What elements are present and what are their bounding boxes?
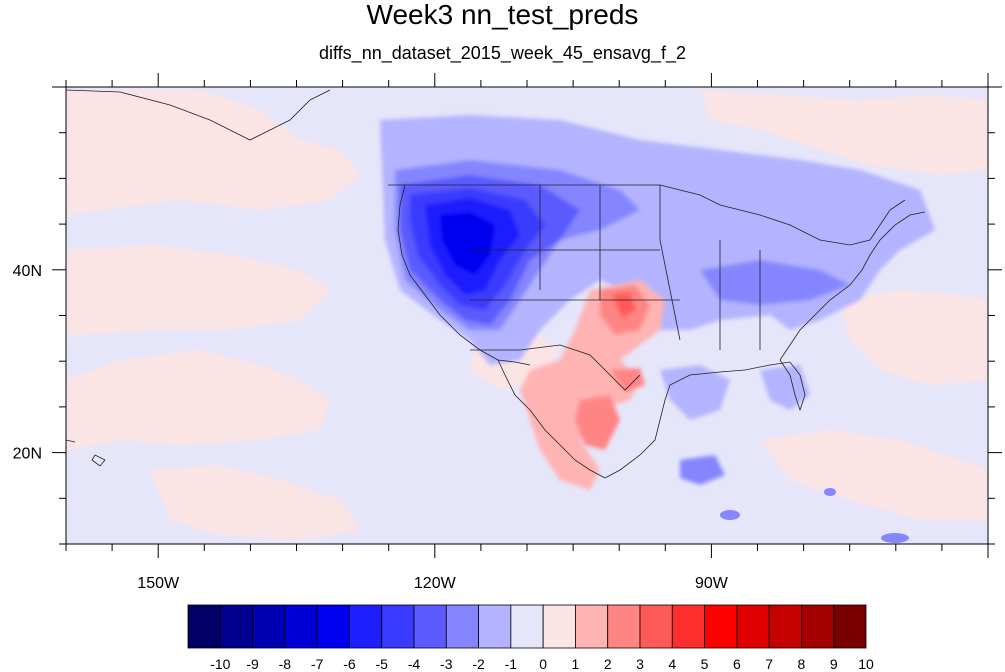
colorbar-label: 3 xyxy=(636,656,644,672)
colorbar-swatch xyxy=(445,604,479,649)
colorbar-swatch xyxy=(639,604,673,649)
positive-anomaly-region xyxy=(520,280,665,490)
colorbar-swatch xyxy=(510,604,544,649)
colorbar-label: 8 xyxy=(798,656,806,672)
colorbar-label: -2 xyxy=(472,656,485,672)
lon-tick-label: 150W xyxy=(137,575,180,592)
colorbar-label: 5 xyxy=(701,656,709,672)
colorbar-label: 4 xyxy=(668,656,676,672)
colorbar-label: -9 xyxy=(246,656,259,672)
small-negative-cells xyxy=(720,488,909,543)
colorbar-label: -6 xyxy=(343,656,356,672)
colorbar-label: 9 xyxy=(830,656,838,672)
colorbar-swatch xyxy=(671,604,705,649)
pink-patches xyxy=(66,90,988,540)
map-subtitle: diffs_nn_dataset_2015_week_45_ensavg_f_2 xyxy=(319,43,686,63)
colorbar-swatch xyxy=(316,604,350,649)
colorbar-swatch xyxy=(219,604,253,649)
colorbar-label: -3 xyxy=(440,656,453,672)
colorbar-swatch xyxy=(768,604,802,649)
colorbar-label: -10 xyxy=(210,656,230,672)
colorbar-swatch xyxy=(736,604,770,649)
colorbar-swatch xyxy=(704,604,738,649)
colorbar-label: -4 xyxy=(408,656,421,672)
colorbar-swatch xyxy=(381,604,415,649)
colorbar-label: -1 xyxy=(505,656,518,672)
colorbar-swatch xyxy=(478,604,512,649)
colorbar-label: -5 xyxy=(375,656,388,672)
colorbar-label: 0 xyxy=(539,656,547,672)
colorbar-swatch xyxy=(284,604,318,649)
colorbar-label: -8 xyxy=(279,656,292,672)
colorbar-label: 6 xyxy=(733,656,741,672)
coastlines xyxy=(66,89,926,479)
map-title: Week3 nn_test_preds xyxy=(366,0,639,30)
colorbar: -10 -9 -8 -7 -6 -5 -4 -3 -2 -1 0 1 2 3 4 5 6 7 8 9 10 xyxy=(187,604,874,672)
lat-tick-label: 40N xyxy=(13,263,42,280)
colorbar-swatch xyxy=(833,604,867,649)
colorbar-swatch xyxy=(607,604,641,649)
lat-tick-label: 20N xyxy=(13,446,42,463)
colorbar-swatch xyxy=(542,604,576,649)
colorbar-label: 2 xyxy=(604,656,612,672)
colorbar-label: -7 xyxy=(311,656,324,672)
colorbar-swatch xyxy=(801,604,835,649)
axis-ticks: 150W 120W 90W 40N 20N xyxy=(13,73,1002,592)
colorbar-label: 1 xyxy=(572,656,580,672)
colorbar-swatch xyxy=(187,604,221,649)
colorbar-label: 7 xyxy=(765,656,773,672)
colorbar-swatch xyxy=(252,604,286,649)
map-plot-area xyxy=(66,87,988,544)
colorbar-swatch xyxy=(349,604,383,649)
colorbar-swatch xyxy=(575,604,609,649)
lon-tick-label: 120W xyxy=(414,575,457,592)
lon-tick-label: 90W xyxy=(695,575,729,592)
colorbar-label: 10 xyxy=(858,656,874,672)
colorbar-swatch xyxy=(413,604,447,649)
